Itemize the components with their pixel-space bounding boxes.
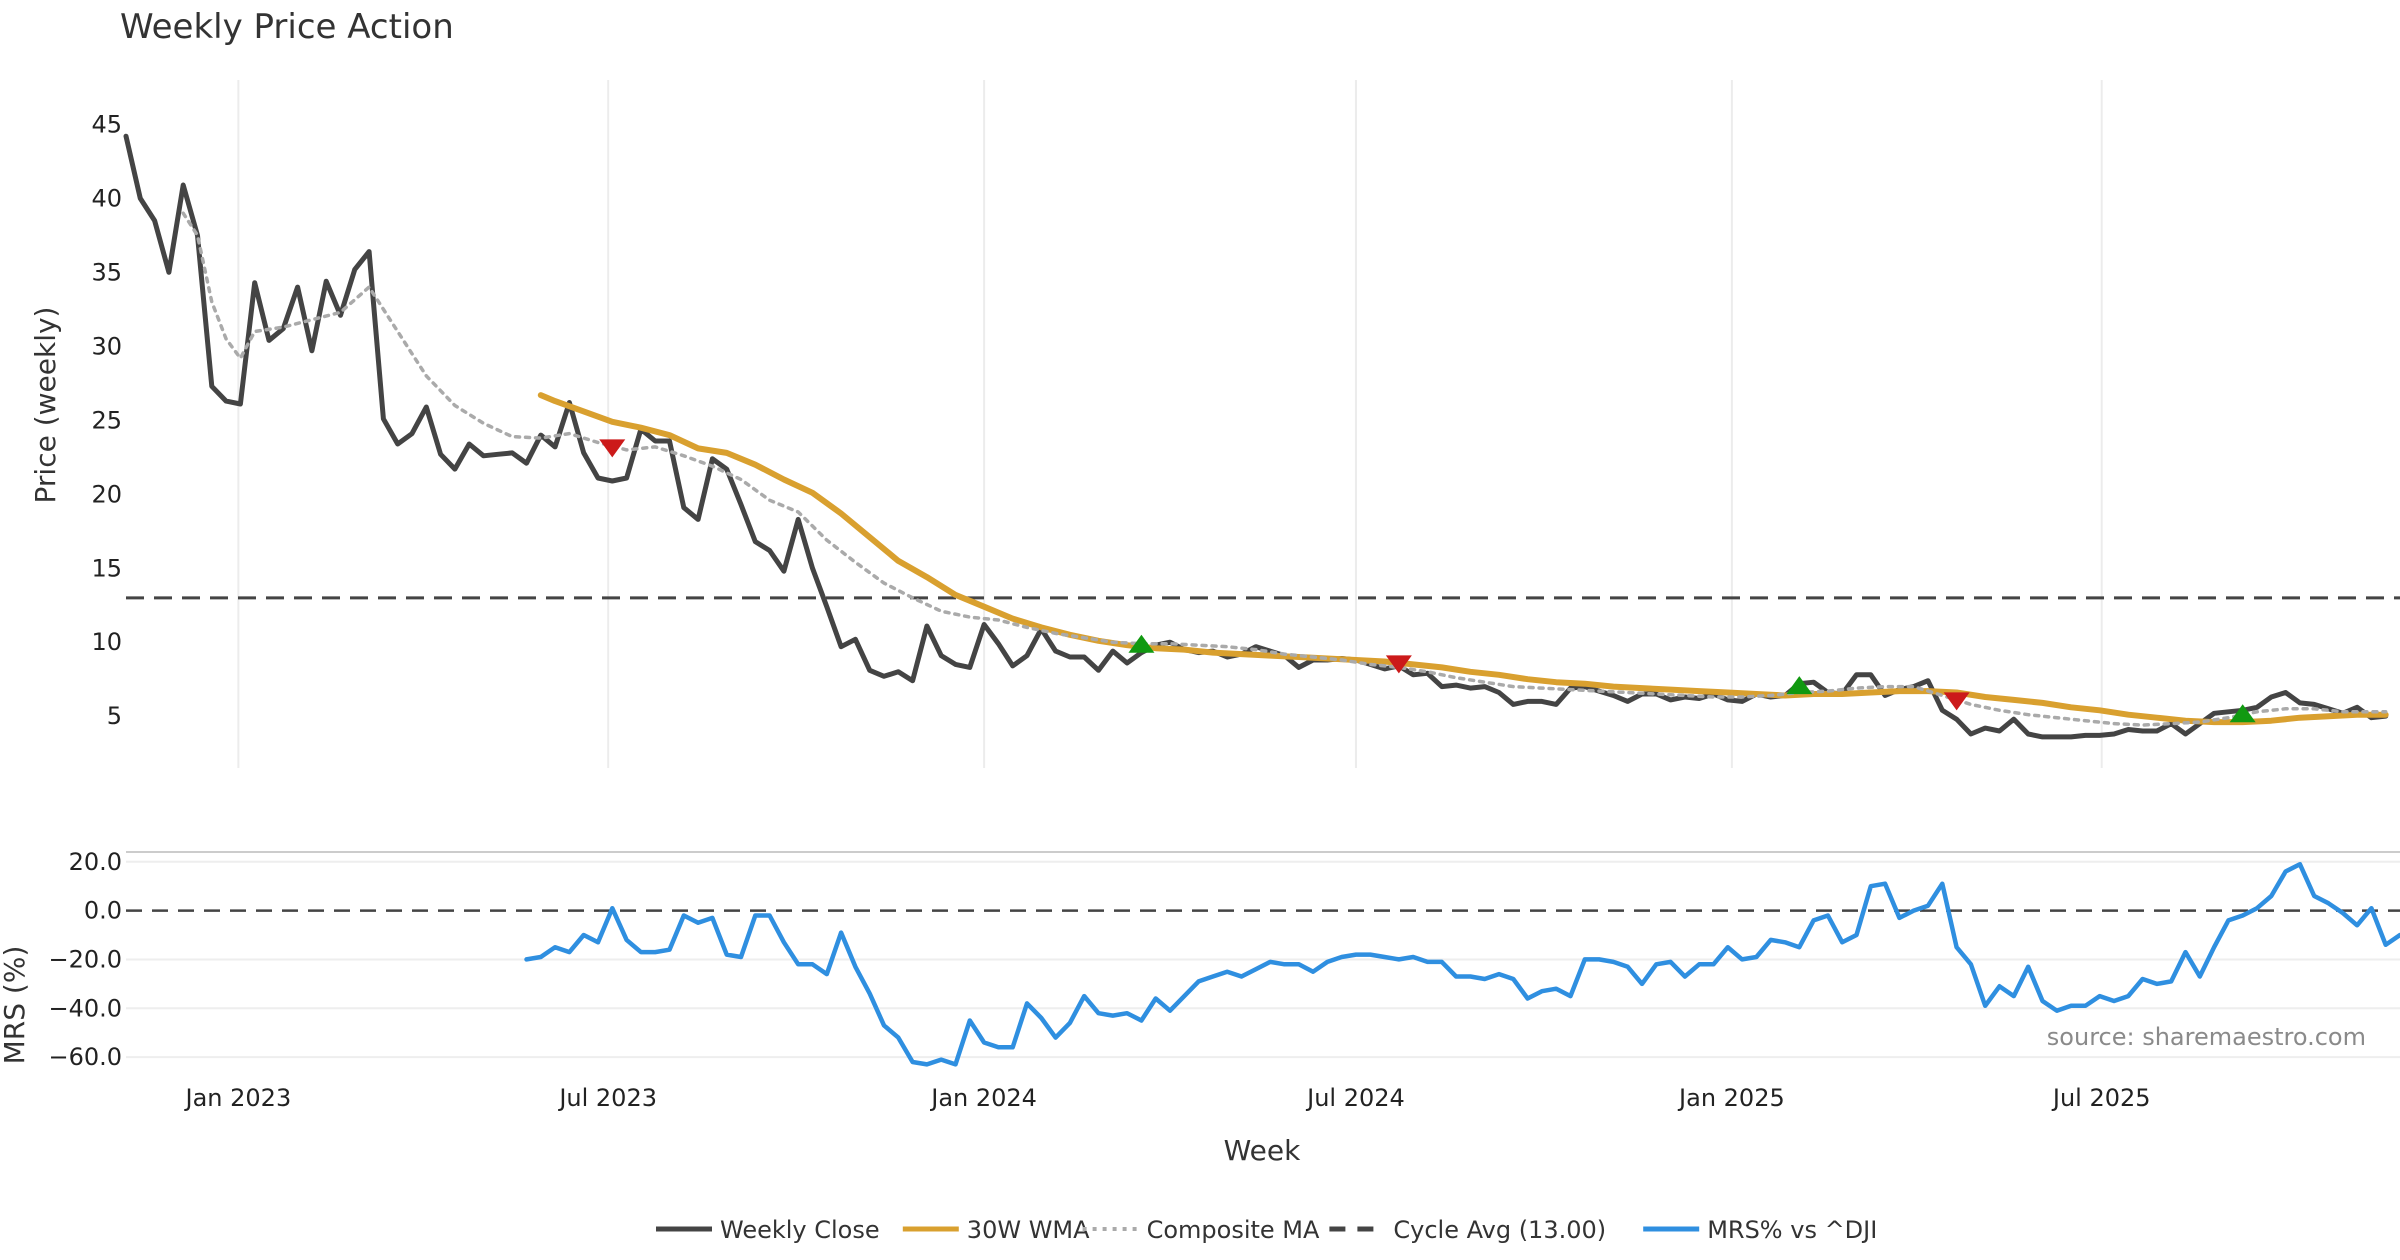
series-line-30w-wma bbox=[537, 392, 2389, 726]
legend-label: Weekly Close bbox=[720, 1216, 880, 1244]
series-line-composite-ma bbox=[181, 211, 2388, 727]
x-tick-label: Jul 2025 bbox=[2051, 1084, 2151, 1112]
buy-signal-marker bbox=[2229, 704, 2256, 723]
legend-label: MRS% vs ^DJI bbox=[1707, 1216, 1877, 1244]
mrs-y-tick-label: −20.0 bbox=[48, 945, 122, 973]
x-tick-label: Jan 2023 bbox=[184, 1084, 292, 1112]
buy-signal-marker bbox=[1786, 676, 1813, 695]
mrs-y-tick-label: 0.0 bbox=[84, 897, 122, 925]
legend-label: Composite MA bbox=[1147, 1216, 1320, 1244]
series-line-weekly-close bbox=[123, 133, 2389, 740]
price-y-tick-label: 40 bbox=[91, 184, 122, 212]
legend: Weekly Close 30W WMA Composite MA Cycle Avg… bbox=[656, 1216, 1877, 1244]
price-y-tick-label: 20 bbox=[91, 480, 122, 508]
x-tick-label: Jul 2023 bbox=[557, 1084, 657, 1112]
mrs-axis-title: MRS (%) bbox=[0, 946, 31, 1065]
price-axis-title: Price (weekly) bbox=[29, 307, 62, 504]
plot-layer: Jan 2023 Jul 2023 Jan 2024 Jul 2024 Jan 2025… bbox=[48, 80, 2400, 1112]
sell-signal-marker bbox=[1385, 655, 1412, 674]
price-y-tick-label: 15 bbox=[91, 554, 122, 582]
chart-title: Weekly Price Action bbox=[120, 7, 454, 47]
sell-signal-marker bbox=[1943, 692, 1970, 711]
source-credit: source: sharemaestro.com bbox=[2047, 1023, 2366, 1051]
x-axis-title: Week bbox=[1224, 1134, 1301, 1167]
sell-signal-marker bbox=[599, 439, 626, 458]
price-y-tick-label: 10 bbox=[91, 628, 122, 656]
buy-signal-marker bbox=[1128, 634, 1155, 653]
legend-label: 30W WMA bbox=[967, 1216, 1090, 1244]
price-y-tick-label: 30 bbox=[91, 332, 122, 360]
price-y-tick-label: 35 bbox=[91, 258, 122, 286]
mrs-y-tick-label: −40.0 bbox=[48, 994, 122, 1022]
mrs-y-tick-label: −60.0 bbox=[48, 1043, 122, 1071]
x-tick-label: Jul 2024 bbox=[1305, 1084, 1405, 1112]
legend-label: Cycle Avg (13.00) bbox=[1393, 1216, 1606, 1244]
mrs-y-tick-label: 20.0 bbox=[69, 848, 122, 876]
x-tick-label: Jan 2024 bbox=[929, 1084, 1037, 1112]
series-line-mrs bbox=[524, 861, 2400, 1067]
price-y-tick-label: 25 bbox=[91, 406, 122, 434]
price-y-tick-label: 5 bbox=[107, 702, 122, 730]
x-tick-label: Jan 2025 bbox=[1677, 1084, 1785, 1112]
price-y-tick-label: 45 bbox=[91, 110, 122, 138]
